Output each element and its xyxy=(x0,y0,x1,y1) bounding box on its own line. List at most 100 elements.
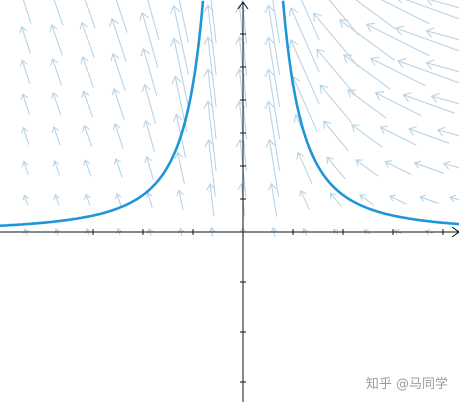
field-arrow xyxy=(115,192,122,207)
field-arrow xyxy=(178,0,189,43)
field-arrow xyxy=(430,93,459,105)
field-arrow xyxy=(264,36,281,108)
field-arrow xyxy=(170,4,189,75)
field-arrow xyxy=(145,191,153,208)
field-arrow xyxy=(268,182,278,217)
field-arrow xyxy=(53,0,64,26)
field-arrow xyxy=(170,37,189,107)
field-arrow xyxy=(343,54,391,90)
field-arrow xyxy=(402,92,456,114)
field-arrow xyxy=(84,0,96,29)
field-arrow xyxy=(235,4,248,76)
field-arrow xyxy=(425,59,459,73)
field-arrow xyxy=(82,124,93,147)
field-arrow xyxy=(21,160,29,176)
x-axis-arrowhead xyxy=(451,226,459,238)
field-arrow xyxy=(109,17,127,62)
field-arrow xyxy=(84,193,91,207)
field-arrow xyxy=(338,19,395,61)
field-arrow xyxy=(144,155,154,180)
field-arrow xyxy=(379,125,417,146)
curve-left xyxy=(0,0,205,228)
ticks xyxy=(92,33,444,383)
field-arrow xyxy=(299,189,310,210)
watermark: 知乎 @马同学 xyxy=(366,376,448,392)
field-arrow xyxy=(20,93,30,115)
field-arrow xyxy=(83,159,92,177)
field-arrow xyxy=(110,52,126,91)
field-arrow xyxy=(140,47,158,96)
field-arrow xyxy=(143,119,155,152)
field-arrow xyxy=(355,0,396,30)
field-arrow xyxy=(365,22,430,57)
vector-field xyxy=(19,0,459,237)
field-arrow xyxy=(50,58,63,86)
field-arrow xyxy=(288,7,320,73)
field-arrow xyxy=(426,0,459,9)
field-arrow xyxy=(81,90,93,118)
field-arrow xyxy=(264,100,281,172)
field-arrow xyxy=(235,68,248,140)
field-arrow xyxy=(326,156,346,180)
field-arrow xyxy=(176,189,184,211)
field-arrow xyxy=(384,160,412,175)
field-arrow xyxy=(296,151,313,184)
y-axis-arrowhead xyxy=(237,1,249,10)
field-arrow xyxy=(359,194,375,206)
field-arrow xyxy=(397,58,459,84)
field-arrow xyxy=(264,4,281,76)
field-arrow xyxy=(316,48,356,96)
field-arrow xyxy=(22,194,29,206)
field-arrow xyxy=(21,126,30,145)
field-arrow xyxy=(53,194,60,206)
field-arrow xyxy=(413,160,444,174)
field-arrow xyxy=(329,192,343,208)
field-arrow xyxy=(174,151,185,185)
field-arrow xyxy=(22,0,32,24)
field-arrow xyxy=(389,194,407,205)
field-arrow xyxy=(272,0,281,44)
field-arrow xyxy=(319,84,353,124)
field-arrow xyxy=(380,0,430,25)
field-arrow xyxy=(51,126,61,146)
field-arrow xyxy=(264,68,281,140)
field-arrow xyxy=(111,87,125,120)
field-arrow xyxy=(290,75,318,132)
field-arrow xyxy=(210,0,217,44)
field-arrow xyxy=(51,92,62,116)
field-arrow xyxy=(139,11,159,68)
field-arrow xyxy=(443,160,459,170)
field-arrow xyxy=(141,83,156,124)
field-arrow xyxy=(288,39,320,105)
field-arrow xyxy=(408,126,450,144)
field-arrow xyxy=(355,159,379,177)
field-arrow xyxy=(398,0,459,20)
curve-right xyxy=(281,0,459,226)
field-arrow xyxy=(113,157,123,178)
field-arrow xyxy=(328,0,360,36)
field-arrow xyxy=(20,59,31,85)
field-arrow xyxy=(203,100,217,172)
field-arrow xyxy=(425,27,459,41)
field-arrow xyxy=(235,36,248,108)
field-arrow xyxy=(115,0,128,33)
field-arrow xyxy=(19,25,31,54)
field-arrow xyxy=(449,194,459,203)
field-arrow xyxy=(237,182,247,217)
field-arrow xyxy=(204,138,216,197)
field-arrow xyxy=(49,24,63,56)
field-arrow xyxy=(351,124,383,148)
field-arrow xyxy=(265,138,280,197)
field-arrow xyxy=(395,25,459,52)
field-arrow xyxy=(203,36,217,108)
field-arrow xyxy=(419,194,439,204)
field-arrow xyxy=(235,100,248,172)
field-arrow xyxy=(323,120,349,152)
field-arrow xyxy=(374,91,421,116)
field-arrow xyxy=(203,68,217,140)
field-arrow xyxy=(52,160,60,176)
field-arrow xyxy=(203,4,217,76)
field-arrow xyxy=(147,0,160,40)
field-arrow xyxy=(300,0,320,41)
